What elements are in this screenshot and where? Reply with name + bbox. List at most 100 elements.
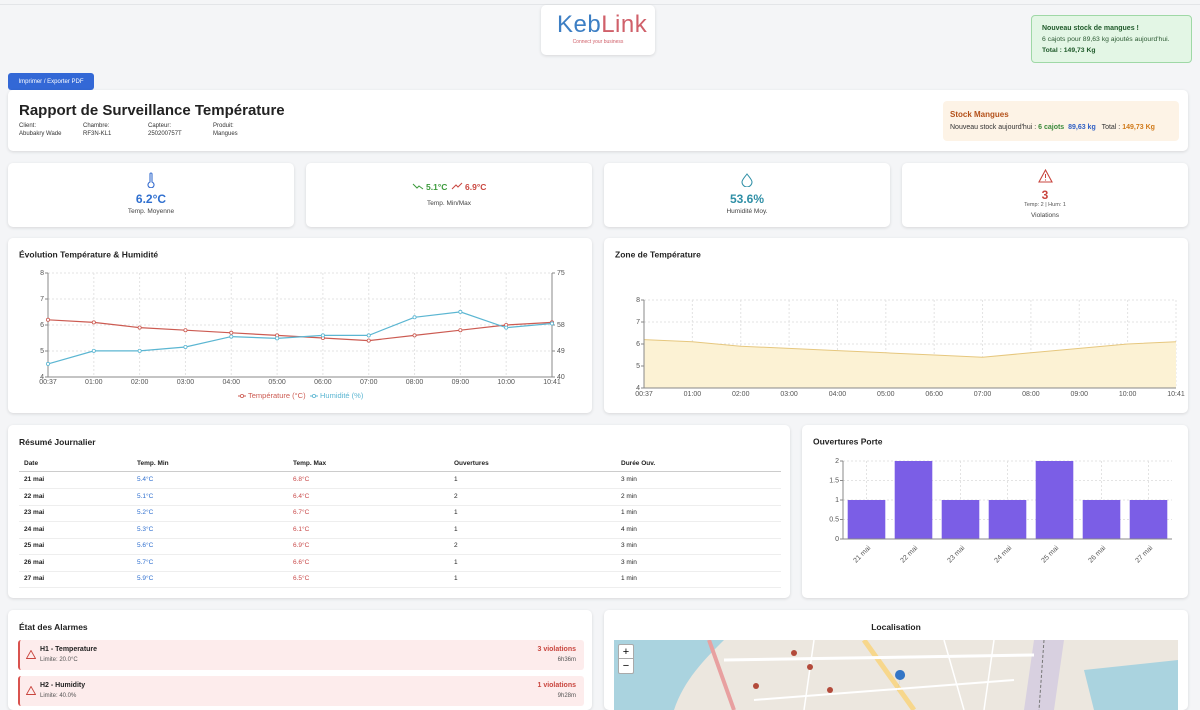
stat-value: 6.2°C <box>135 192 167 206</box>
alarm-icon <box>26 650 36 659</box>
bar <box>941 500 980 539</box>
point <box>458 328 463 333</box>
alarm-item: H2 - Humidity Limite: 40.0% 1 violations 9h… <box>18 676 584 706</box>
alarm-limit: Limite: 40.0% <box>40 693 77 699</box>
map[interactable] <box>614 640 1178 710</box>
legend-label: Humidité (%) <box>320 391 364 400</box>
stat-avg-temp: 6.2°C Temp. Moyenne <box>8 163 294 227</box>
table-cell: 22 mai <box>24 492 45 500</box>
table-header: Temp. Max <box>293 460 327 467</box>
alarm-duration: 6h36m <box>557 657 576 663</box>
table-cell: 5.3°C <box>137 525 154 533</box>
x-tick-label: 03:00 <box>780 391 798 398</box>
table-cell: 5.2°C <box>137 509 154 516</box>
y-tick-label: 7 <box>40 296 44 303</box>
table-cell: 4 min <box>621 525 637 533</box>
point <box>46 317 51 322</box>
trend-up-icon <box>451 182 463 190</box>
legend-label: Température (°C) <box>248 391 306 400</box>
point <box>91 348 96 353</box>
report-card: Rapport de Surveillance Température Clie… <box>8 90 1188 151</box>
point <box>550 321 555 326</box>
legend-marker <box>311 393 316 398</box>
table-cell: 1 min <box>621 575 637 582</box>
x-tick-label: 01:00 <box>85 379 103 386</box>
meta-label: Client: <box>19 123 37 129</box>
stat-detail: Temp: 2 | Hum: 1 <box>1024 202 1066 208</box>
point <box>183 328 188 333</box>
alarm-icon <box>26 686 36 695</box>
export-button[interactable]: Imprimer / Exporter PDF <box>8 73 94 90</box>
y-tick-label: 0 <box>835 536 839 543</box>
bar <box>1082 500 1121 539</box>
table-cell: 2 min <box>621 492 637 500</box>
table-header: Date <box>24 460 39 467</box>
line <box>643 339 1177 358</box>
bar <box>847 500 886 539</box>
row-rule <box>19 521 781 522</box>
bar <box>1035 461 1074 539</box>
toast-title: Nouveau stock de mangues ! <box>1042 25 1139 32</box>
table-cell: 2 <box>454 542 458 549</box>
stat-label: Temp. Moyenne <box>127 208 175 215</box>
table-cell: 25 mai <box>24 542 45 549</box>
point <box>412 333 417 338</box>
alarms-title: État des Alarmes <box>19 622 88 632</box>
table-cell: 24 mai <box>24 525 45 533</box>
x-tick-label: 04:00 <box>829 391 847 398</box>
summary-title: Résumé Journalier <box>19 437 96 447</box>
point <box>137 348 142 353</box>
table-cell: 3 min <box>621 558 637 566</box>
summary-card: Résumé Journalier Date Temp. Min Temp. Max… <box>8 425 790 598</box>
table-cell: 6.7°C <box>293 509 310 516</box>
chart-title: Ouvertures Porte <box>813 436 883 446</box>
x-tick-label: 05:00 <box>877 391 895 398</box>
y-tick-label: 2 <box>835 458 839 465</box>
table-rule <box>19 471 781 472</box>
x-tick-label: 02:00 <box>131 379 149 386</box>
chart-title: Évolution Température & Humidité <box>19 249 158 259</box>
y-tick-label: 4 <box>636 385 640 392</box>
x-tick-label: 00:37 <box>635 391 653 398</box>
table-cell: 3 min <box>621 476 637 483</box>
meta-label: Chambre: <box>83 123 110 129</box>
top-border <box>0 4 1200 5</box>
stat-violations: 3 Temp: 2 | Hum: 1 Violations <box>902 163 1188 227</box>
legend-marker <box>239 393 244 398</box>
table-cell: 1 <box>454 575 458 582</box>
alarm-name: H2 - Humidity <box>40 682 86 689</box>
table-cell: 6.5°C <box>293 575 310 582</box>
x-tick-label: 00:37 <box>39 379 57 386</box>
table-cell: 5.1°C <box>137 492 154 500</box>
toast: Nouveau stock de mangues ! 6 cajots pour… <box>1031 15 1192 63</box>
x-tick-label: 23 mai <box>946 544 966 564</box>
x-tick-label: 09:00 <box>1071 391 1089 398</box>
alarm-duration: 9h28m <box>557 693 576 699</box>
zoom-out[interactable]: − <box>618 659 634 674</box>
y-tick-label: 5 <box>40 348 44 355</box>
table-cell: 5.4°C <box>137 476 154 483</box>
table-cell: 23 mai <box>24 509 45 516</box>
x-tick-label: 22 mai <box>899 544 919 564</box>
x-tick-label: 10:00 <box>1119 391 1137 398</box>
bar <box>988 500 1027 539</box>
y-tick-label: 75 <box>557 270 565 277</box>
x-tick-label: 24 mai <box>993 544 1013 564</box>
table-cell: 26 mai <box>24 558 45 566</box>
table-cell: 5.9°C <box>137 575 154 582</box>
table-cell: 6.9°C <box>293 542 310 549</box>
x-tick-label: 06:00 <box>314 379 332 386</box>
x-tick-label: 27 mai <box>1134 544 1154 564</box>
x-tick-label: 25 mai <box>1040 544 1060 564</box>
point <box>229 334 234 339</box>
stat-label: Temp. Min/Max <box>426 200 472 207</box>
y-tick-label: 58 <box>557 322 565 329</box>
zoom-in[interactable]: + <box>618 644 634 659</box>
x-tick-label: 02:00 <box>732 391 750 398</box>
row-rule <box>19 488 781 489</box>
y-tick-label: 6 <box>636 341 640 348</box>
stat-humidity: 53.6% Humidité Moy. <box>604 163 890 227</box>
drop-icon <box>741 173 753 187</box>
x-tick-label: 21 mai <box>852 544 872 564</box>
